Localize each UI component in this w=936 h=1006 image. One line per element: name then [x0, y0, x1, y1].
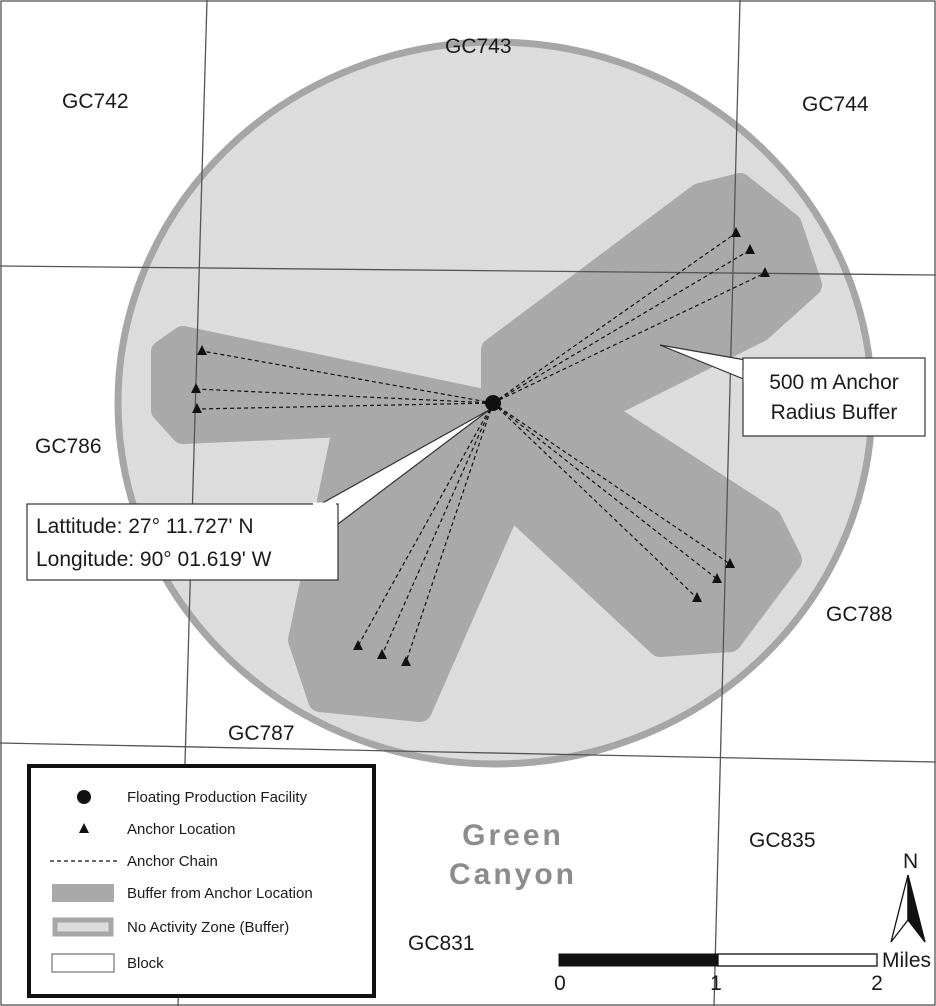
legend-buffer-icon: [52, 884, 114, 902]
scale-bar: 0 1 2 Miles: [554, 949, 931, 995]
anchor-marker: [401, 656, 411, 666]
scale-tick-0: 0: [554, 972, 566, 995]
buffer-callout: 500 m Anchor Radius Buffer: [659, 344, 926, 437]
buffer-callout-line1: 500 m Anchor: [769, 371, 899, 394]
anchor-marker: [191, 383, 201, 393]
block-label-gc742: GC742: [62, 90, 129, 113]
scale-tick-2: 2: [871, 972, 883, 995]
block-label-gc744: GC744: [802, 93, 869, 116]
buffer-callout-line2: Radius Buffer: [771, 401, 898, 424]
block-label-gc835: GC835: [749, 829, 816, 852]
block-label-gc743: GC743: [445, 35, 512, 58]
anchor-locations: [191, 227, 770, 666]
scale-unit: Miles: [882, 949, 931, 972]
latitude-text: Lattitude: 27° 11.727' N: [36, 515, 254, 538]
legend-block-icon: [51, 953, 115, 973]
anchor-marker: [192, 403, 202, 413]
block-label-gc788: GC788: [826, 603, 893, 626]
block-label-gc786: GC786: [35, 435, 102, 458]
block-label-gc787: GC787: [228, 722, 295, 745]
anchor-marker: [725, 558, 735, 568]
anchor-marker: [692, 592, 702, 602]
legend-chain-label: Anchor Chain: [127, 853, 218, 870]
floating-production-facility: [485, 395, 501, 411]
anchor-marker: [745, 244, 755, 254]
anchor-marker: [377, 649, 387, 659]
legend-buffer-label: Buffer from Anchor Location: [127, 885, 313, 902]
area-label-line2: Canyon: [449, 858, 577, 891]
legend-anchor-icon: [79, 823, 89, 833]
anchor-marker: [712, 573, 722, 583]
legend-zone-icon: [52, 917, 114, 937]
longitude-text: Longitude: 90° 01.619' W: [36, 548, 272, 571]
legend: Floating Production Facility Anchor Loca…: [27, 764, 376, 998]
legend-facility-icon: [77, 790, 91, 804]
scale-tick-1: 1: [710, 972, 722, 995]
legend-block-label: Block: [127, 955, 164, 972]
north-arrow: N: [890, 850, 926, 943]
area-label-line1: Green: [462, 819, 564, 852]
coordinates-callout: Lattitude: 27° 11.727' N Longitude: 90° …: [26, 409, 490, 581]
block-label-gc831: GC831: [408, 932, 475, 955]
legend-anchor-label: Anchor Location: [127, 821, 235, 838]
anchor-marker: [760, 267, 770, 277]
legend-zone-label: No Activity Zone (Buffer): [127, 919, 289, 936]
anchor-chains: [195, 232, 766, 663]
anchor-marker: [353, 640, 363, 650]
anchor-marker: [731, 227, 741, 237]
anchor-marker: [197, 345, 207, 355]
north-label: N: [903, 850, 918, 873]
legend-facility-label: Floating Production Facility: [127, 789, 308, 806]
